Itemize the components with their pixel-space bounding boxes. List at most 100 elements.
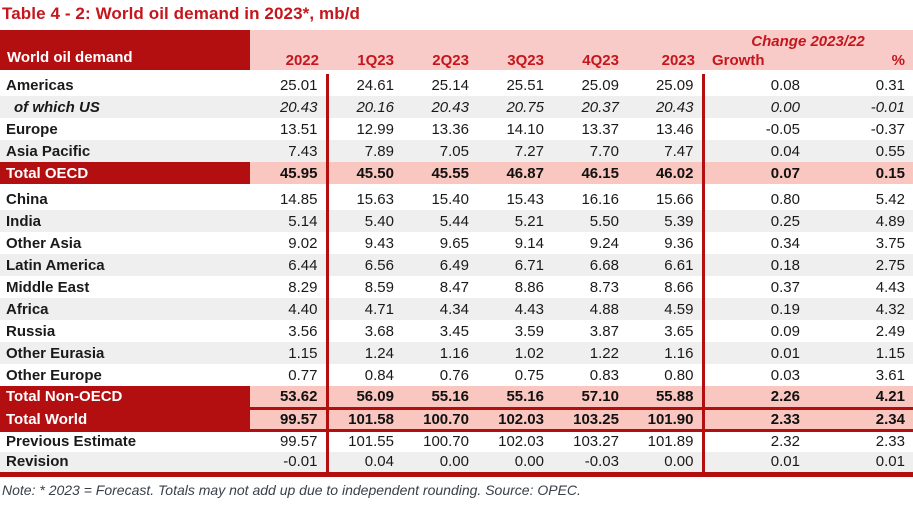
- cell-4q23: 16.16: [581, 190, 619, 208]
- cell-percent: -0.37: [870, 120, 905, 138]
- cell-4q23: 1.22: [552, 342, 627, 364]
- cell-3q23: 55.16: [477, 386, 552, 408]
- row-label: Other Asia: [6, 234, 82, 252]
- cell-2q23: 25.14: [431, 76, 469, 94]
- cell-growth: 0.37: [701, 276, 808, 298]
- cell-1q23: 6.56: [325, 254, 402, 276]
- cell-3q23: 7.27: [477, 140, 552, 162]
- table-row: Latin America 6.44 6.56 6.49 6.71 6.68 6.61 0.1…: [0, 254, 913, 276]
- cell-percent: 4.21: [808, 386, 913, 408]
- cell-percent: 1.15: [808, 342, 913, 364]
- cell-2q23: 4.34: [402, 298, 477, 320]
- cell-percent: 0.55: [808, 140, 913, 162]
- spacer-cell: [325, 184, 402, 188]
- cell-1q23: 15.63: [325, 188, 402, 210]
- cell-3q23: 6.71: [477, 254, 552, 276]
- cell-2q23: 15.40: [431, 190, 469, 208]
- page: Table 4 - 2: World oil demand in 2023*, …: [0, 4, 913, 498]
- col-header-2q23: 2Q23: [402, 50, 477, 70]
- cell-2022: 5.14: [250, 210, 327, 232]
- cell-growth: 0.19: [701, 298, 808, 320]
- row-label: Americas: [6, 76, 74, 94]
- cell-percent: 2.75: [808, 254, 913, 276]
- cell-2q23: 45.55: [402, 162, 477, 184]
- cell-percent: 2.49: [875, 322, 905, 340]
- cell-2022: 25.01: [279, 76, 318, 94]
- cell-3q23: 46.87: [477, 162, 552, 184]
- row-label: Middle East: [6, 278, 90, 296]
- table-row: India 5.14 5.40 5.44 5.21 5.50 5.39 0.25 4.89: [0, 210, 913, 232]
- cell-1q23: 7.89: [325, 140, 402, 162]
- cell-1q23: 45.50: [325, 162, 402, 184]
- cell-2022: -0.01: [250, 452, 327, 477]
- cell-3q23: 25.51: [506, 76, 544, 94]
- table-row: Asia Pacific 7.43 7.89 7.05 7.27 7.70 7.47 0.04…: [0, 140, 913, 162]
- cell-3q23: 3.59: [514, 322, 544, 340]
- cell-4q23: 57.10: [552, 386, 627, 408]
- cell-2023: 6.61: [627, 254, 703, 276]
- cell-growth: 0.01: [701, 342, 808, 364]
- table-row: Middle East 8.29 8.59 8.47 8.86 8.73 8.66 0.37 4…: [0, 276, 913, 298]
- cell-growth: 0.00: [701, 96, 808, 118]
- table-row: Total OECD 45.95 45.50 45.55 46.87 46.15 46.02…: [0, 162, 913, 184]
- cell-1q23: 56.09: [325, 386, 402, 408]
- cell-3q23: 20.75: [477, 96, 552, 118]
- row-label: Total Non-OECD: [0, 386, 250, 408]
- cell-3q23: 15.43: [506, 190, 544, 208]
- row-label: Africa: [0, 298, 250, 320]
- col-header-2022: 2022: [250, 50, 327, 70]
- row-label: China: [6, 190, 48, 208]
- table-row: Revision -0.01 0.04 0.00 0.00 -0.03 0.00 0.01 0.…: [0, 452, 913, 477]
- cell-4q23: 20.37: [552, 96, 627, 118]
- cell-growth: 0.08: [701, 74, 808, 96]
- cell-1q23: 24.61: [325, 74, 402, 96]
- row-label: Other Eurasia: [0, 342, 250, 364]
- table-row: Total World 99.57 101.58 100.70 102.03 103.25…: [0, 406, 913, 430]
- table-row: Total Non-OECD 53.62 56.09 55.16 55.16 57.10 5…: [0, 386, 913, 408]
- row-label: Other Europe: [6, 366, 102, 384]
- cell-percent: -0.01: [808, 96, 913, 118]
- cell-growth: 0.07: [701, 162, 808, 184]
- spacer-cell: [627, 70, 703, 74]
- cell-2022: 0.77: [288, 366, 318, 384]
- section-spacer: [0, 184, 913, 188]
- cell-2022: 8.29: [288, 278, 318, 296]
- cell-growth: 2.32: [701, 428, 808, 452]
- table-row: Other Eurasia 1.15 1.24 1.16 1.02 1.22 1.16 0.0…: [0, 342, 913, 364]
- row-label: Russia: [6, 322, 56, 340]
- cell-4q23: 6.68: [552, 254, 627, 276]
- cell-1q23: 20.16: [325, 96, 402, 118]
- row-label: India: [0, 210, 250, 232]
- cell-growth: 2.33: [701, 406, 808, 430]
- footnote: Note: * 2023 = Forecast. Totals may not …: [2, 481, 581, 498]
- cell-2023: 1.16: [627, 342, 703, 364]
- row-label: Latin America: [0, 254, 250, 276]
- header-row-columns: 2022 1Q23 2Q23 3Q23 4Q23 2023 Growth %: [0, 50, 913, 70]
- spacer-cell: [250, 184, 327, 188]
- cell-growth: 0.09: [701, 320, 808, 342]
- cell-2q23: 0.00: [402, 452, 477, 477]
- table-row: Europe 13.51 12.99 13.36 14.10 13.37 13.46 -0.0…: [0, 118, 913, 140]
- cell-2q23: 9.65: [439, 234, 469, 252]
- table-row: Other Asia 9.02 9.43 9.65 9.14 9.24 9.36 0.34 3.…: [0, 232, 913, 254]
- cell-percent: 0.15: [808, 162, 913, 184]
- cell-growth: 2.26: [701, 386, 808, 408]
- header-filler: [250, 30, 703, 50]
- cell-4q23: -0.03: [552, 452, 627, 477]
- cell-3q23: 102.03: [477, 428, 552, 452]
- cell-percent: 4.43: [875, 278, 905, 296]
- cell-1q23: 12.99: [325, 118, 402, 140]
- cell-3q23: 1.02: [477, 342, 552, 364]
- cell-2q23: 20.43: [402, 96, 477, 118]
- cell-4q23: 103.25: [552, 406, 627, 430]
- table-row: Americas 25.01 24.61 25.14 25.51 25.09 25.09 0.…: [0, 74, 913, 96]
- cell-growth: 0.03: [701, 364, 808, 386]
- cell-1q23: 3.68: [325, 320, 402, 342]
- row-label: Revision: [0, 452, 250, 477]
- cell-2023: 9.36: [664, 234, 694, 252]
- cell-growth: 0.25: [701, 210, 808, 232]
- table-row: Other Europe 0.77 0.84 0.76 0.75 0.83 0.80 0.03…: [0, 364, 913, 386]
- spacer-cell: [552, 70, 627, 74]
- spacer-cell: [808, 184, 913, 188]
- cell-2022: 99.57: [250, 406, 327, 430]
